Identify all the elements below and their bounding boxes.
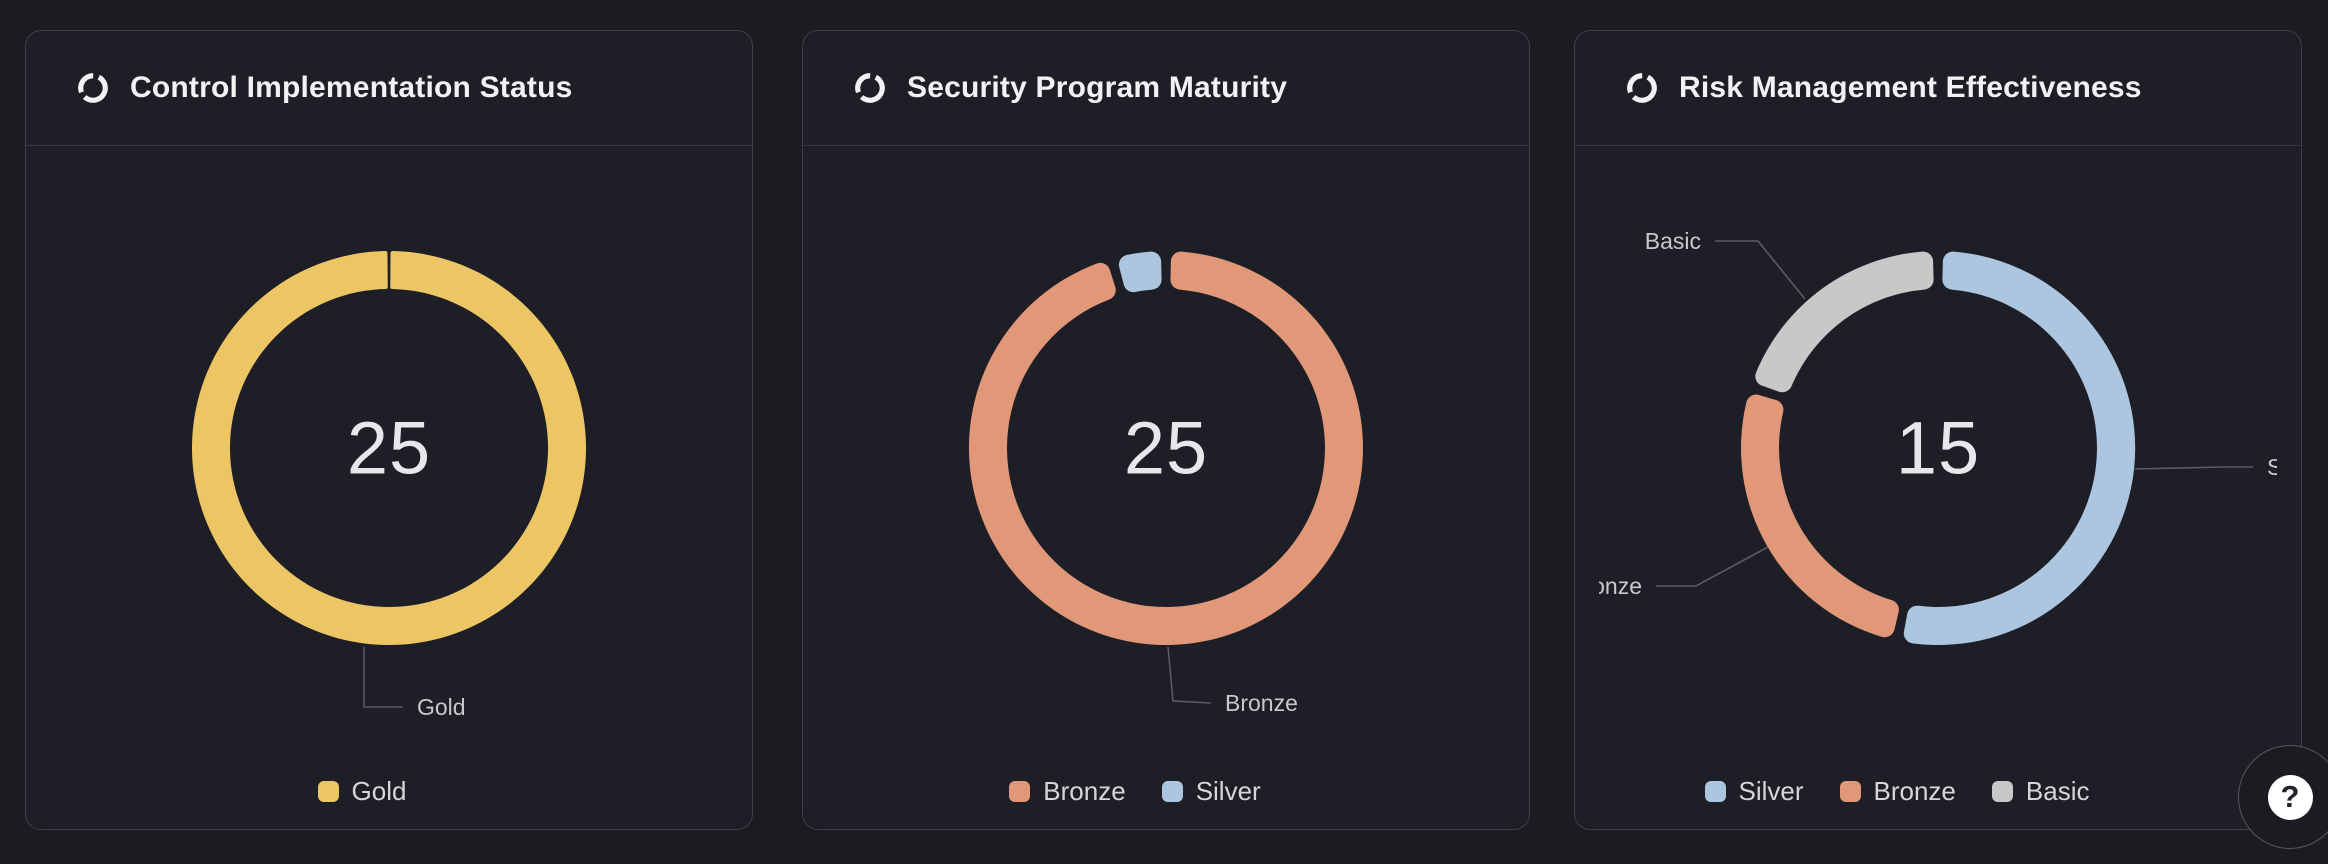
card-title: Risk Management Effectiveness bbox=[1679, 71, 2142, 104]
donut-chart-container: Bronze 25 bbox=[827, 147, 1505, 830]
legend-swatch bbox=[317, 781, 339, 802]
legend-swatch bbox=[1839, 781, 1861, 802]
chart-legend: Silver Bronze Basic bbox=[1534, 776, 2260, 807]
donut-slice-basic[interactable] bbox=[1755, 251, 1934, 393]
donut-chart: Gold bbox=[191, 251, 586, 720]
slice-callout-line bbox=[1167, 646, 1212, 704]
donut-chart-container: BasicBronzeSilver 15 bbox=[1599, 147, 2277, 830]
legend-swatch bbox=[1704, 781, 1726, 802]
donut-slice-bronze[interactable] bbox=[968, 251, 1363, 646]
card-header: Risk Management Effectiveness bbox=[1575, 31, 2301, 146]
chart-legend: Bronze Silver bbox=[772, 776, 1498, 807]
question-mark-icon: ? bbox=[2267, 774, 2313, 820]
legend-label: Bronze bbox=[1043, 776, 1126, 806]
legend-item-gold[interactable]: Gold bbox=[317, 776, 407, 807]
help-button[interactable]: ? bbox=[2238, 745, 2328, 849]
chart-legend: Gold bbox=[0, 776, 725, 807]
donut-slice-silver[interactable] bbox=[1118, 251, 1162, 293]
slice-callout-label: Bronze bbox=[1225, 690, 1298, 716]
donut-chart: Basic Bronze Silver bbox=[1599, 228, 2277, 646]
donut-chart-icon bbox=[1627, 73, 1657, 103]
donut-slice-gold[interactable] bbox=[191, 251, 586, 645]
legend-item-bronze[interactable]: Bronze bbox=[1009, 776, 1126, 807]
card-header: Security Program Maturity bbox=[803, 31, 1529, 146]
legend-label: Bronze bbox=[1873, 776, 1956, 806]
slice-callout-line bbox=[2134, 466, 2253, 470]
card-title: Control Implementation Status bbox=[130, 71, 573, 104]
card-header: Control Implementation Status bbox=[26, 31, 752, 146]
chart-card-security-program-maturity: Security Program Maturity Bronze 25 Bron… bbox=[802, 30, 1530, 830]
legend-swatch bbox=[1161, 781, 1183, 802]
donut-slice-silver[interactable] bbox=[1903, 251, 2136, 646]
donut-slice-bronze[interactable] bbox=[1740, 394, 1899, 638]
legend-item-silver[interactable]: Silver bbox=[1161, 776, 1261, 807]
legend-label: Basic bbox=[2025, 776, 2090, 806]
slice-callout-line bbox=[1656, 546, 1769, 587]
legend-label: Silver bbox=[1738, 776, 1804, 806]
donut-chart-container: Gold 25 bbox=[50, 147, 728, 830]
chart-card-control-implementation-status: Control Implementation Status Gold 25 Go… bbox=[25, 30, 753, 830]
chart-card-risk-management-effectiveness: Risk Management Effectiveness Basic Bronz… bbox=[1574, 30, 2302, 830]
card-title: Security Program Maturity bbox=[907, 71, 1288, 104]
legend-swatch bbox=[1009, 781, 1031, 802]
donut-chart: Bronze bbox=[968, 251, 1363, 716]
legend-item-silver[interactable]: Silver bbox=[1704, 776, 1804, 807]
slice-callout-line bbox=[1715, 240, 1806, 300]
slice-callout-label: Gold bbox=[417, 694, 466, 720]
slice-callout-line bbox=[363, 647, 403, 708]
donut-chart-icon bbox=[855, 73, 885, 103]
donut-chart-icon bbox=[78, 73, 108, 103]
legend-label: Gold bbox=[351, 776, 407, 806]
slice-callout-label: Silver bbox=[2267, 454, 2277, 480]
slice-callout-label: Bronze bbox=[1599, 573, 1642, 599]
legend-item-basic[interactable]: Basic bbox=[1991, 776, 2090, 807]
legend-label: Silver bbox=[1195, 776, 1261, 806]
legend-item-bronze[interactable]: Bronze bbox=[1839, 776, 1956, 807]
slice-callout-label: Basic bbox=[1645, 228, 1701, 254]
legend-swatch bbox=[1991, 781, 2013, 802]
